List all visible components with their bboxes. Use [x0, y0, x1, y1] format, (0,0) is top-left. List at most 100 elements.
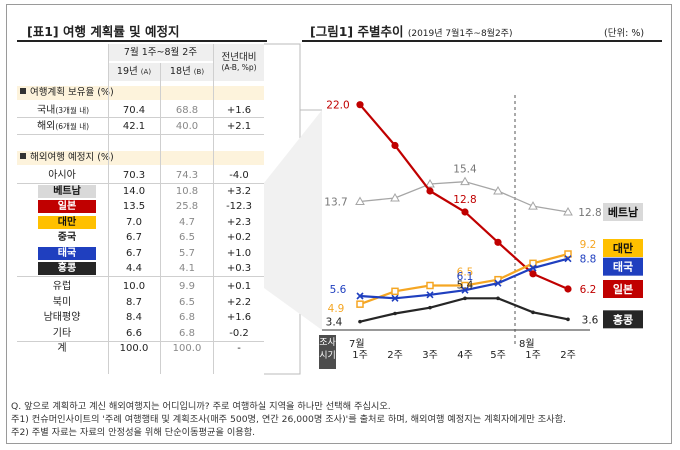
cell-19: 6.7 — [126, 232, 142, 243]
data-point — [358, 319, 362, 324]
data-point — [461, 208, 469, 216]
x-tick-label: 5주 — [490, 350, 506, 361]
data-point — [564, 250, 572, 258]
highlight-wedge — [264, 110, 322, 330]
cell-diff: +2.1 — [226, 121, 252, 132]
data-point — [356, 300, 364, 308]
row-label: 대만 — [38, 215, 96, 229]
data-point — [493, 185, 503, 195]
col-divider — [160, 63, 161, 374]
cell-diff: -4.0 — [229, 170, 249, 181]
cell-diff: +0.1 — [226, 281, 252, 292]
cell-19: 70.4 — [122, 105, 146, 116]
cell-18: 74.3 — [175, 170, 199, 181]
row-label: 아시아 — [35, 169, 89, 182]
cell-diff: -0.2 — [229, 327, 249, 339]
legend-tag — [603, 203, 643, 221]
table-title: [표1] 여행 계획률 및 예정지 — [27, 24, 180, 39]
row-divider — [17, 340, 264, 342]
cell-19: 42.1 — [122, 121, 146, 132]
data-label: 4.9 — [328, 303, 345, 315]
figure-period: (2019년 7월1주~8월2주) — [407, 29, 513, 39]
data-point — [461, 281, 469, 290]
data-label: 15.4 — [453, 164, 477, 176]
legend-tag — [603, 280, 643, 298]
cell-19: 14.0 — [122, 185, 146, 197]
cell-18: 68.8 — [175, 105, 199, 116]
header-col-diff: 전년대비 (A-B, %p) — [214, 44, 264, 81]
footnote-q: Q. 앞으로 계획하고 계신 해외여행지는 어디입니까? 주로 여행하실 지역을… — [11, 401, 391, 412]
legend-tag — [603, 257, 643, 276]
row-label-overseas: 해외(6개월 내) — [17, 120, 109, 133]
cell-19: 8.4 — [126, 312, 142, 323]
cell-19: 7.0 — [126, 216, 142, 228]
row-divider — [17, 183, 264, 184]
cell-diff: +3.2 — [226, 185, 252, 197]
data-point — [564, 285, 572, 293]
content-frame — [6, 4, 672, 444]
data-point — [425, 178, 435, 188]
connector-line — [264, 43, 322, 111]
data-point — [426, 187, 434, 195]
section-label: 여행계획 보유율 (%) — [30, 87, 114, 98]
legend-label: 대만 — [613, 241, 633, 255]
x-tick-label: 2주 — [387, 350, 403, 361]
section-destinations: 해외여행 예정지 (%) — [17, 151, 264, 165]
legend-tag — [603, 239, 643, 257]
row-label: 유럽 — [35, 280, 89, 293]
row-label-text: 해외 — [36, 121, 56, 132]
series-line-홍콩 — [359, 297, 569, 323]
row-label-domestic: 국내(3개월 내) — [17, 104, 109, 117]
data-point — [356, 292, 364, 300]
x-tick-label: 4주 — [457, 350, 473, 361]
cell-18: 4.7 — [179, 216, 195, 228]
cell-diff: +2.2 — [226, 296, 252, 308]
cell-18: 6.8 — [179, 327, 195, 339]
table-title-underline — [17, 40, 267, 42]
data-point — [426, 281, 434, 290]
row-label: 북미 — [35, 295, 89, 309]
cell-diff: +1.6 — [226, 105, 252, 116]
cell-diff: +1.0 — [226, 247, 252, 259]
data-label: 6.5 — [457, 267, 474, 279]
figure-title-underline — [302, 40, 662, 42]
row-divider — [17, 117, 264, 118]
month-label-jul: 7월 — [349, 339, 365, 350]
row-label: 태국 — [38, 246, 96, 260]
cell-18: 6.5 — [179, 232, 195, 243]
footnote-2: 주2) 주별 자료는 자료의 안정성을 위해 단순이동평균을 이용함. — [11, 427, 256, 438]
figure-title: [그림1] 주별추이 — [310, 24, 404, 39]
data-point — [529, 259, 537, 268]
data-point — [355, 196, 365, 205]
data-point — [426, 291, 434, 299]
cell-18: 6.8 — [179, 312, 195, 323]
cell-18: 10.8 — [175, 185, 199, 197]
cell-18: 6.5 — [179, 296, 195, 308]
row-label-sub: (6개월 내) — [55, 122, 90, 131]
x-tick-label: 1주 — [525, 350, 541, 361]
cell-18: 40.0 — [175, 121, 199, 132]
row-label: 일본 — [38, 200, 96, 213]
data-point — [529, 270, 537, 278]
row-label: 계 — [35, 342, 89, 355]
cell-19: 6.6 — [126, 327, 142, 339]
cell-18: 4.1 — [179, 263, 195, 274]
data-point — [496, 296, 500, 301]
cell-diff: +0.3 — [226, 263, 252, 274]
data-point — [564, 255, 572, 263]
data-point — [566, 317, 570, 322]
header-col-18: 18년 (B) — [161, 63, 213, 81]
cell-19: 4.4 — [126, 263, 142, 274]
data-point — [391, 294, 399, 302]
legend-label: 태국 — [613, 260, 633, 274]
cell-diff: - — [237, 343, 241, 354]
data-point — [463, 296, 467, 301]
data-point — [428, 305, 432, 310]
section-bullet — [20, 88, 26, 94]
section-plan-rate: 여행계획 보유율 (%) — [17, 86, 264, 100]
cell-19: 8.7 — [126, 296, 142, 308]
data-point — [531, 310, 535, 315]
row-divider — [17, 276, 264, 277]
row-label: 남태평양 — [35, 311, 89, 324]
x-axis-title: 조사 시기 — [319, 335, 336, 369]
